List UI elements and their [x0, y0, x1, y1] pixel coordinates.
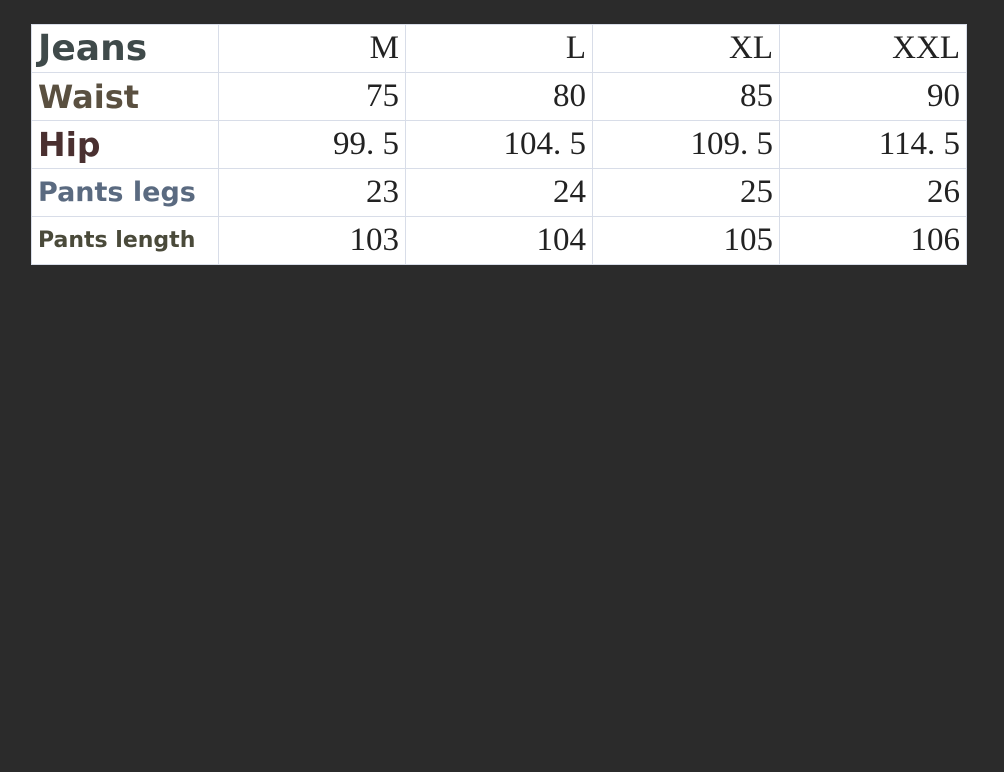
- row-label: Pants length: [31, 216, 219, 265]
- size-l: L: [405, 24, 593, 73]
- size-chart-table: Jeans M L XL XXL Waist 75 80 85 90 Hip 9…: [31, 24, 967, 265]
- cell: 85: [592, 72, 780, 121]
- table-row-pants-legs: Pants legs 23 24 25 26: [31, 168, 967, 217]
- row-label: Hip: [31, 120, 219, 169]
- cell: 24: [405, 168, 593, 217]
- table-row-waist: Waist 75 80 85 90: [31, 72, 967, 121]
- size-xl: XL: [592, 24, 780, 73]
- cell: 99. 5: [218, 120, 406, 169]
- cell: 106: [779, 216, 967, 265]
- cell: 104. 5: [405, 120, 593, 169]
- cell: 109. 5: [592, 120, 780, 169]
- cell: 25: [592, 168, 780, 217]
- table-header-row: Jeans M L XL XXL: [31, 24, 967, 73]
- cell: 104: [405, 216, 593, 265]
- header-label: Jeans: [31, 24, 219, 73]
- size-xxl: XXL: [779, 24, 967, 73]
- row-label: Pants legs: [31, 168, 219, 217]
- cell: 105: [592, 216, 780, 265]
- size-m: M: [218, 24, 406, 73]
- cell: 103: [218, 216, 406, 265]
- table-row-pants-length: Pants length 103 104 105 106: [31, 216, 967, 265]
- cell: 114. 5: [779, 120, 967, 169]
- cell: 75: [218, 72, 406, 121]
- row-label: Waist: [31, 72, 219, 121]
- cell: 80: [405, 72, 593, 121]
- cell: 26: [779, 168, 967, 217]
- cell: 23: [218, 168, 406, 217]
- table-row-hip: Hip 99. 5 104. 5 109. 5 114. 5: [31, 120, 967, 169]
- cell: 90: [779, 72, 967, 121]
